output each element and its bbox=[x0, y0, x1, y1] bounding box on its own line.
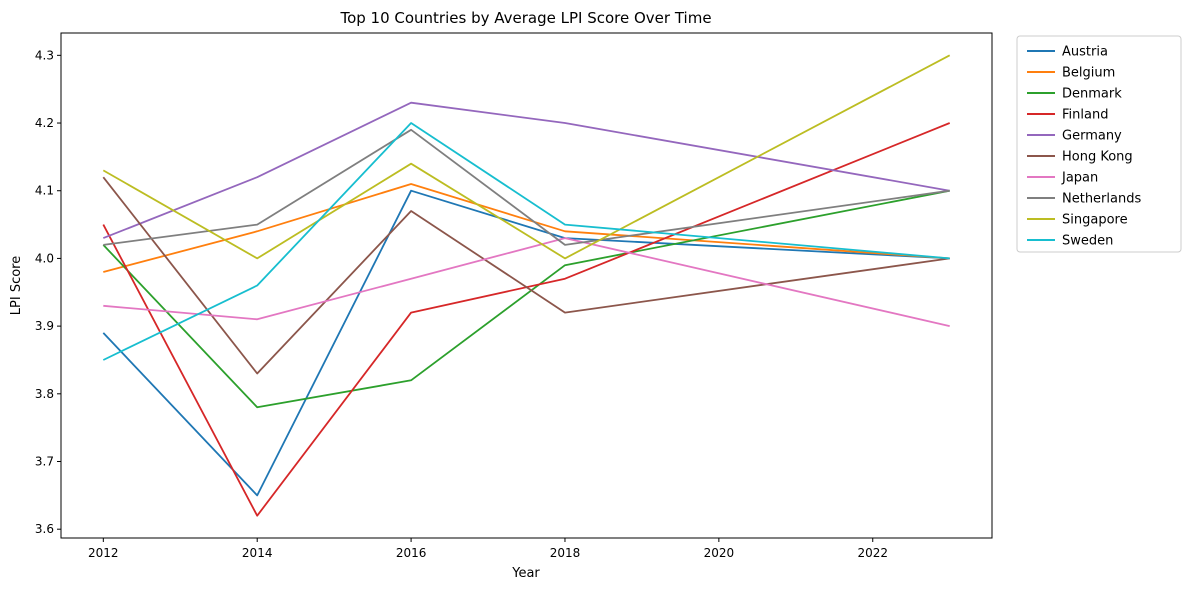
legend-entry: Japan bbox=[1061, 171, 1098, 186]
y-tick-label: 3.7 bbox=[35, 455, 54, 469]
legend: Austria Belgium Denmark Finland Germany Hong … bbox=[1016, 35, 1182, 253]
legend-entry: Austria bbox=[1062, 45, 1108, 60]
x-axis: 2012 2014 2016 2018 2020 2022 bbox=[88, 538, 888, 560]
y-tick-label: 4.3 bbox=[35, 48, 54, 62]
y-tick-label: 4.2 bbox=[35, 116, 54, 130]
y-tick-label: 3.8 bbox=[35, 387, 54, 401]
series-line-netherlands bbox=[103, 128, 950, 246]
x-tick-label: 2018 bbox=[550, 546, 581, 560]
x-tick-label: 2016 bbox=[396, 546, 427, 560]
x-tick-label: 2022 bbox=[857, 546, 888, 560]
legend-entry: Germany bbox=[1062, 129, 1122, 144]
legend-entry: Belgium bbox=[1062, 66, 1115, 81]
series-line-singapore bbox=[102, 54, 951, 260]
series-line-finland bbox=[102, 122, 951, 517]
legend-entry: Sweden bbox=[1062, 234, 1113, 249]
y-tick-label: 4.0 bbox=[35, 251, 54, 265]
plot-area-frame bbox=[60, 32, 993, 539]
series-line-japan bbox=[103, 237, 950, 327]
legend-entry: Netherlands bbox=[1062, 192, 1141, 207]
y-tick-label: 3.6 bbox=[35, 522, 54, 536]
y-tick-label: 4.1 bbox=[35, 184, 54, 198]
series-lines bbox=[102, 54, 951, 517]
y-axis: 3.6 3.7 3.8 3.9 4.0 4.1 4.2 4.3 bbox=[35, 48, 61, 536]
legend-entry: Singapore bbox=[1062, 213, 1128, 228]
y-tick-label: 3.9 bbox=[35, 319, 54, 333]
series-line-sweden bbox=[102, 122, 950, 361]
x-tick-label: 2020 bbox=[704, 546, 735, 560]
chart-title: Top 10 Countries by Average LPI Score Ov… bbox=[339, 9, 711, 27]
legend-entry: Denmark bbox=[1062, 87, 1122, 102]
x-axis-label: Year bbox=[511, 566, 540, 581]
x-tick-label: 2012 bbox=[88, 546, 119, 560]
legend-entry: Hong Kong bbox=[1062, 150, 1133, 165]
x-tick-label: 2014 bbox=[242, 546, 273, 560]
series-line-denmark bbox=[102, 189, 950, 409]
legend-entry: Finland bbox=[1062, 108, 1108, 123]
series-line-germany bbox=[102, 101, 950, 239]
y-axis-label: LPI Score bbox=[9, 256, 24, 315]
series-line-hong-kong bbox=[102, 176, 950, 375]
series-line-austria bbox=[102, 189, 950, 497]
legend-box bbox=[1016, 35, 1182, 253]
